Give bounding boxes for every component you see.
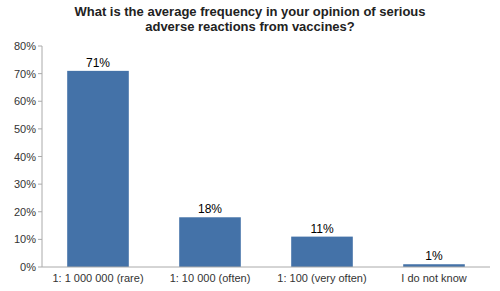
data-labels: 71% 18% 11% 1% — [86, 56, 443, 263]
y-tick — [38, 156, 42, 157]
data-label: 18% — [198, 202, 222, 216]
y-axis-line — [42, 46, 43, 267]
title: What is the average frequency in your op… — [74, 4, 425, 34]
y-tick — [38, 101, 42, 102]
chart: What is the average frequency in your op… — [0, 0, 500, 291]
y-tick — [38, 73, 42, 74]
y-tick-label: 0% — [20, 261, 36, 273]
y-tick-label: 20% — [14, 206, 36, 218]
data-label: 11% — [310, 222, 333, 236]
bar — [291, 237, 353, 267]
x-tick-label: I do not know — [401, 272, 466, 284]
y-axis: 0% 10% 20% 30% 40% 50% 60% 70% 80% — [14, 40, 42, 273]
x-tick-label: 1: 1 000 000 (rare) — [52, 272, 143, 284]
y-tick — [38, 211, 42, 212]
y-tick — [38, 46, 42, 47]
x-tick-label: 1: 10 000 (often) — [170, 272, 251, 284]
y-tick-label: 70% — [14, 68, 36, 80]
x-axis-line — [42, 267, 490, 268]
bar — [179, 217, 241, 267]
bar — [67, 71, 129, 267]
y-tick-label: 40% — [14, 151, 36, 163]
y-tick-label: 80% — [14, 40, 36, 52]
y-tick-label: 30% — [14, 178, 36, 190]
x-tick-label: 1: 100 (very often) — [277, 272, 366, 284]
y-tick — [38, 239, 42, 240]
y-tick — [38, 184, 42, 185]
data-label: 1% — [425, 249, 443, 263]
data-label: 71% — [86, 56, 110, 70]
y-tick-label: 60% — [14, 95, 36, 107]
x-axis: 1: 1 000 000 (rare) 1: 10 000 (often) 1: 1… — [52, 272, 466, 284]
title-line: What is the average frequency in your op… — [74, 4, 425, 19]
y-tick-label: 50% — [14, 123, 36, 135]
y-tick — [38, 267, 42, 268]
title-line: adverse reactions from vaccines? — [145, 19, 355, 34]
bars — [67, 71, 465, 267]
y-tick — [38, 128, 42, 129]
y-tick-label: 10% — [14, 233, 36, 245]
